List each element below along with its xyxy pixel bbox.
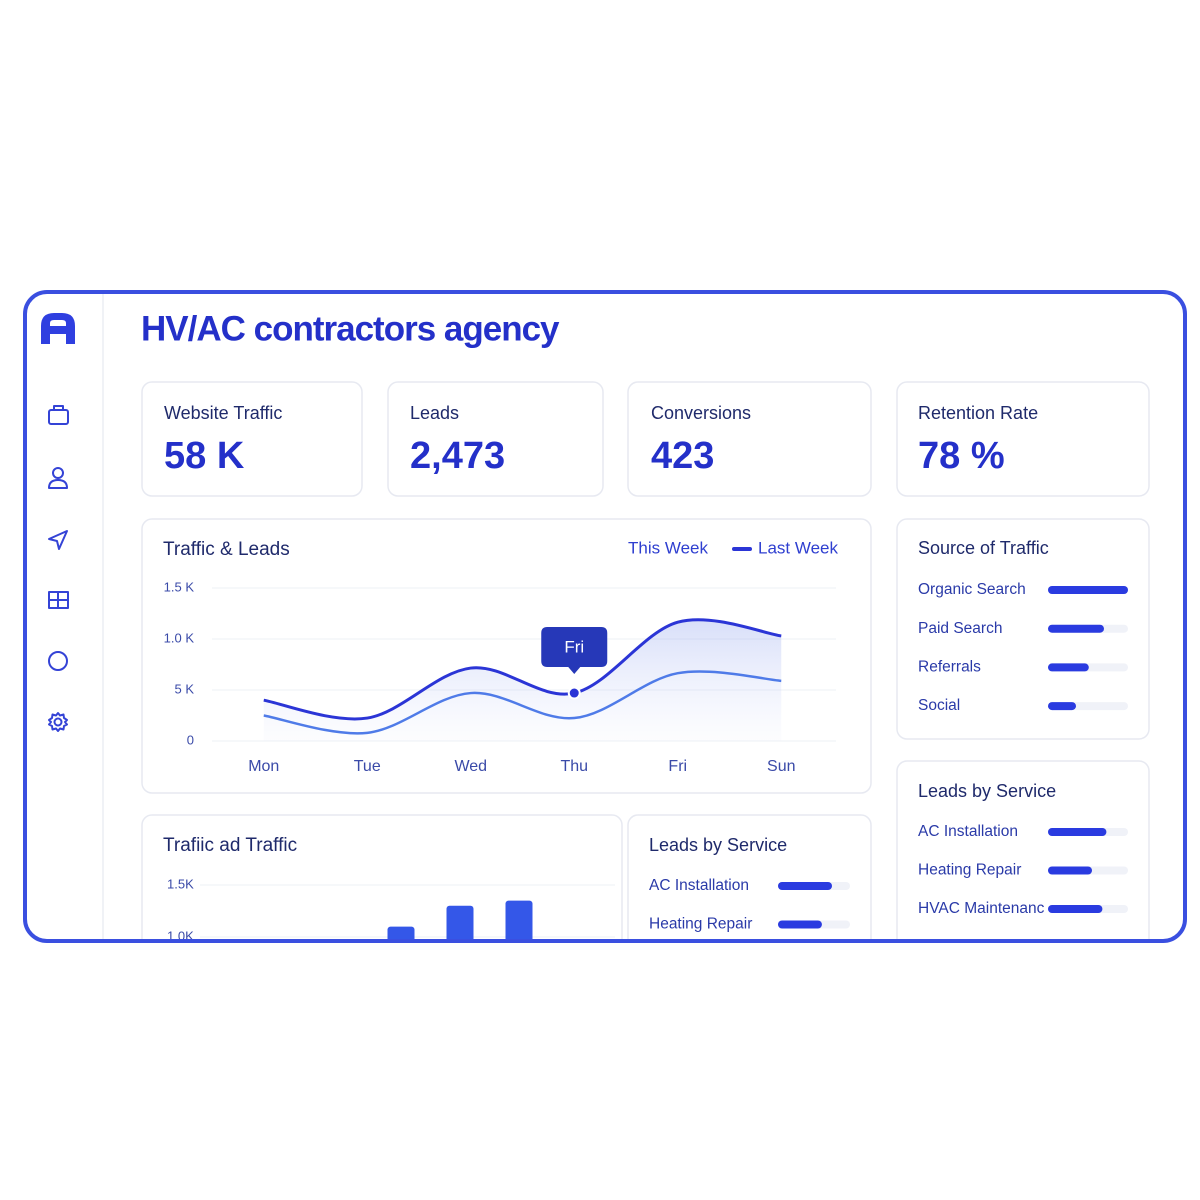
item-label: HVAC Maintenanc <box>918 900 1045 917</box>
user-icon[interactable] <box>48 467 68 489</box>
x-tick-label: Wed <box>454 758 487 775</box>
kpi-label: Conversions <box>651 403 751 423</box>
send-icon[interactable] <box>48 530 68 550</box>
leads-card <box>627 814 872 941</box>
area <box>263 619 782 741</box>
bar <box>778 920 822 929</box>
kpi-value: 58 K <box>164 435 245 477</box>
bar <box>1048 624 1104 633</box>
item-label: Heating Repair <box>649 916 752 933</box>
x-tick-label: Sun <box>767 758 795 775</box>
source-card <box>896 518 1150 740</box>
bar <box>1048 663 1089 672</box>
bar <box>1048 828 1107 836</box>
kpi-card <box>387 381 604 497</box>
kpi-value: 78 % <box>918 435 1005 477</box>
bar <box>446 905 474 941</box>
item-label: Organic Search <box>918 581 1026 598</box>
y-tick-label: 1.0K <box>167 928 194 943</box>
chart-title: Trafiic ad Traffic <box>163 835 297 856</box>
y-tick-label: 0 <box>187 732 194 747</box>
x-tick-label: Tue <box>354 758 381 775</box>
bar <box>1048 866 1092 875</box>
line <box>263 670 782 735</box>
card-title: Leads by Service <box>918 781 1056 801</box>
item-label: Social <box>918 697 960 714</box>
kpi-label: Website Traffic <box>164 403 282 423</box>
x-tick-label: Fri <box>668 758 687 775</box>
item-label: Referrals <box>918 658 981 675</box>
dashboard: HV/AC contractors agency Traffic & Leads… <box>25 292 1185 943</box>
kpi-card <box>141 381 363 497</box>
briefcase-icon[interactable] <box>48 405 69 425</box>
x-tick-label: Thu <box>560 758 588 775</box>
bar <box>387 926 415 941</box>
circle-icon[interactable] <box>48 651 68 671</box>
legend-label: This Week <box>628 538 708 557</box>
y-tick-label: 1.0 K <box>164 630 195 645</box>
sidebar-icons <box>48 405 69 732</box>
frame <box>23 290 1187 943</box>
card-title: Source of Traffic <box>918 538 1049 558</box>
kpi-value: 2,473 <box>410 435 505 477</box>
kpi-label: Leads <box>410 403 459 423</box>
bar <box>1048 586 1128 594</box>
bar-chart-card <box>141 814 623 941</box>
layout-icon[interactable] <box>48 591 69 609</box>
page-title: HV/AC contractors agency <box>141 309 560 348</box>
kpi-card <box>627 381 872 497</box>
logo[interactable] <box>41 313 75 344</box>
point <box>567 686 581 700</box>
item-label: Heating Repair <box>918 862 1021 879</box>
item-label: AC Installation <box>649 877 749 894</box>
item-label: AC Installation <box>918 823 1018 840</box>
y-tick-label: 1.5K <box>167 876 194 891</box>
kpi-card <box>896 381 1150 497</box>
bar <box>1048 702 1076 711</box>
y-tick-label: 1.5 K <box>164 579 195 594</box>
settings-icon[interactable] <box>48 712 68 732</box>
tooltip <box>541 627 608 674</box>
x-tick-label: Mon <box>248 758 279 775</box>
legend-label: Last Week <box>758 538 839 557</box>
y-tick-label: 5 K <box>174 681 194 696</box>
item-label: Paid Search <box>918 620 1002 637</box>
kpi-value: 423 <box>651 435 714 477</box>
card-title: Leads by Service <box>649 835 787 855</box>
chart-title: Traffic & Leads <box>163 539 290 560</box>
line <box>263 618 782 721</box>
leads-card <box>896 760 1150 941</box>
tooltip-label: Fri <box>564 637 584 656</box>
bar <box>1048 905 1103 913</box>
bar <box>778 882 832 890</box>
kpi-label: Retention Rate <box>918 403 1038 423</box>
bar <box>505 900 533 941</box>
